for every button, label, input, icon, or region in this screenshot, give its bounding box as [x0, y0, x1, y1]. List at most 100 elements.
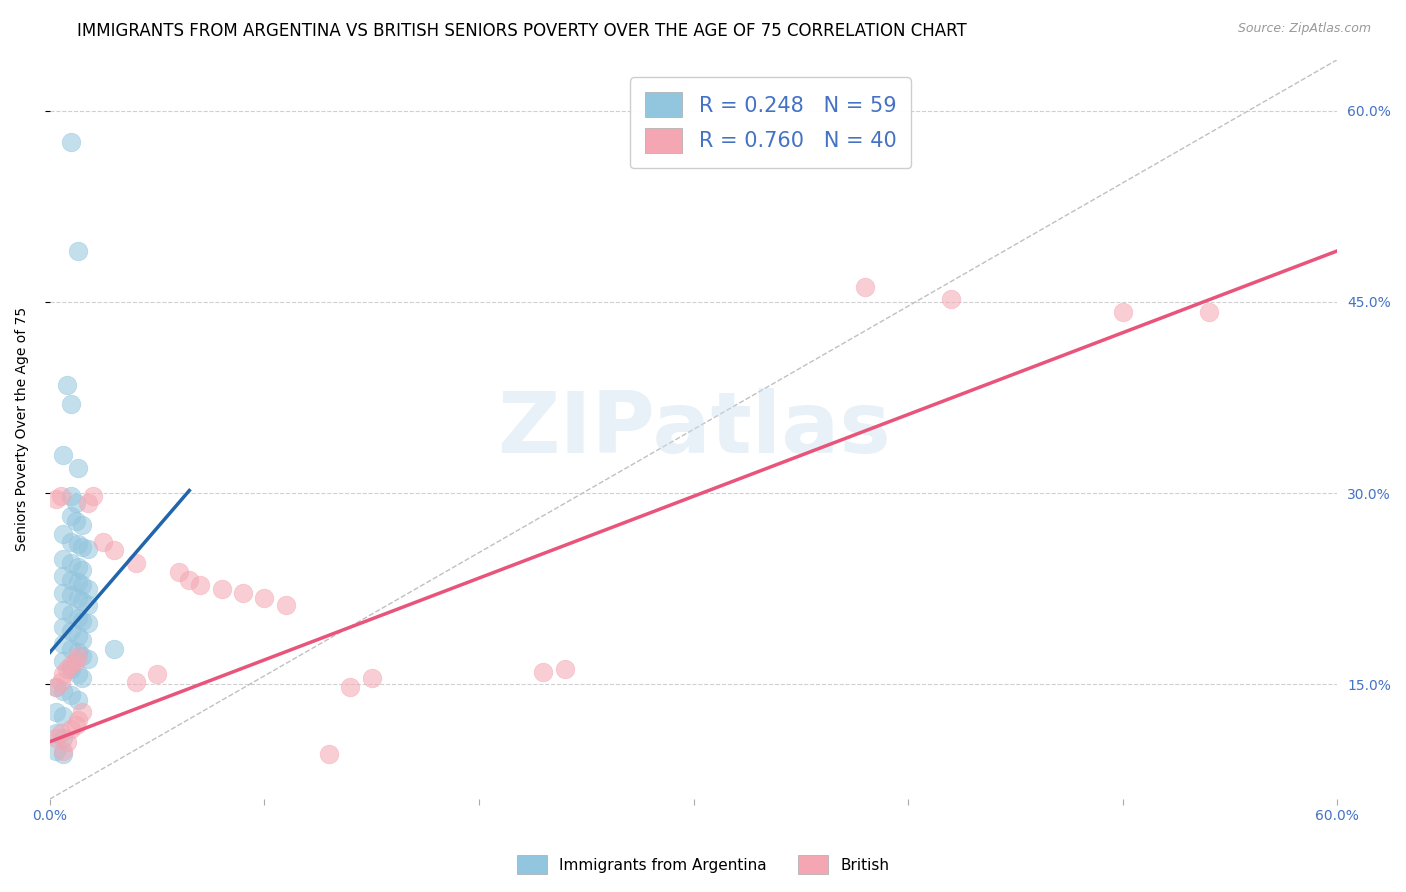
Point	[179, 573, 201, 587]
Point	[167, 565, 190, 579]
Point	[56, 377, 79, 392]
Point	[77, 496, 100, 510]
Point	[70, 632, 93, 647]
Point	[52, 667, 75, 681]
Point	[45, 680, 67, 694]
Point	[66, 667, 89, 681]
Point	[65, 496, 87, 510]
Point	[66, 645, 89, 659]
Point	[60, 624, 83, 638]
Point	[70, 594, 93, 608]
Point	[52, 743, 75, 757]
Point	[52, 709, 75, 723]
Point	[45, 731, 67, 745]
Point	[66, 611, 89, 625]
Point	[60, 534, 83, 549]
Point	[853, 279, 876, 293]
Point	[77, 599, 100, 613]
Point	[339, 680, 361, 694]
Point	[60, 573, 83, 587]
Point	[60, 607, 83, 622]
Point	[52, 569, 75, 583]
Point	[124, 556, 146, 570]
Text: Source: ZipAtlas.com: Source: ZipAtlas.com	[1237, 22, 1371, 36]
Point	[52, 747, 75, 762]
Point	[52, 603, 75, 617]
Point	[66, 629, 89, 643]
Point	[77, 542, 100, 557]
Point	[56, 662, 79, 676]
Point	[60, 722, 83, 736]
Point	[45, 680, 67, 694]
Legend: R = 0.248   N = 59, R = 0.760   N = 40: R = 0.248 N = 59, R = 0.760 N = 40	[630, 78, 911, 168]
Point	[52, 636, 75, 650]
Point	[70, 649, 93, 664]
Point	[49, 489, 72, 503]
Point	[124, 674, 146, 689]
Y-axis label: Seniors Poverty Over the Age of 75: Seniors Poverty Over the Age of 75	[15, 307, 30, 551]
Point	[103, 543, 125, 558]
Point	[45, 706, 67, 720]
Point	[253, 591, 276, 605]
Point	[211, 582, 233, 596]
Point	[45, 725, 67, 739]
Point	[60, 588, 83, 602]
Point	[70, 518, 93, 533]
Point	[60, 397, 83, 411]
Point	[49, 674, 72, 689]
Point	[52, 731, 75, 745]
Point	[65, 514, 87, 528]
Point	[939, 293, 962, 307]
Text: ZIPatlas: ZIPatlas	[496, 388, 890, 471]
Point	[66, 575, 89, 590]
Point	[66, 692, 89, 706]
Point	[52, 448, 75, 462]
Point	[70, 671, 93, 685]
Point	[60, 489, 83, 503]
Point	[60, 509, 83, 524]
Point	[45, 492, 67, 507]
Point	[70, 614, 93, 628]
Point	[60, 658, 83, 673]
Point	[232, 585, 254, 599]
Point	[52, 585, 75, 599]
Point	[49, 725, 72, 739]
Point	[77, 652, 100, 666]
Point	[52, 683, 75, 698]
Point	[1112, 305, 1135, 319]
Point	[146, 667, 169, 681]
Point	[45, 743, 67, 757]
Point	[318, 747, 340, 762]
Point	[93, 534, 115, 549]
Point	[66, 560, 89, 574]
Point	[52, 620, 75, 634]
Point	[77, 582, 100, 596]
Point	[70, 706, 93, 720]
Point	[188, 578, 211, 592]
Point	[66, 649, 89, 664]
Point	[65, 654, 87, 668]
Point	[70, 563, 93, 577]
Point	[82, 489, 104, 503]
Point	[66, 244, 89, 258]
Point	[60, 136, 83, 150]
Point	[66, 713, 89, 727]
Point	[103, 641, 125, 656]
Point	[52, 527, 75, 541]
Point	[77, 616, 100, 631]
Point	[274, 599, 297, 613]
Point	[60, 688, 83, 702]
Point	[360, 671, 382, 685]
Point	[52, 654, 75, 668]
Point	[70, 540, 93, 554]
Point	[66, 537, 89, 551]
Point	[70, 578, 93, 592]
Point	[554, 662, 576, 676]
Point	[65, 718, 87, 732]
Point	[60, 556, 83, 570]
Point	[56, 734, 79, 748]
Point	[66, 460, 89, 475]
Text: IMMIGRANTS FROM ARGENTINA VS BRITISH SENIORS POVERTY OVER THE AGE OF 75 CORRELAT: IMMIGRANTS FROM ARGENTINA VS BRITISH SEN…	[77, 22, 967, 40]
Point	[66, 591, 89, 605]
Point	[1198, 305, 1220, 319]
